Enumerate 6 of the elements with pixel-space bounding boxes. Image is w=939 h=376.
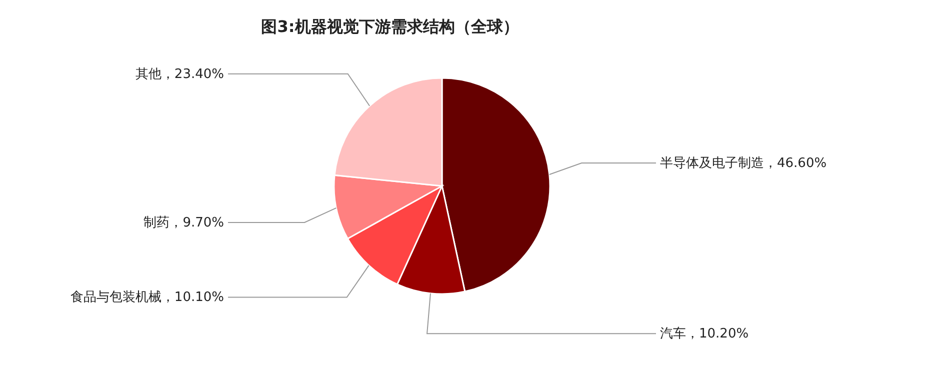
slice-label: 食品与包装机械，10.10% bbox=[70, 290, 224, 306]
chart-title: 图3:机器视觉下游需求结构（全球） bbox=[261, 17, 519, 36]
slice-label: 其他，23.40% bbox=[135, 66, 224, 82]
slice-label: 半导体及电子制造，46.60% bbox=[660, 156, 827, 172]
slice-label: 汽车，10.20% bbox=[660, 326, 749, 342]
slice-label: 制药，9.70% bbox=[144, 215, 224, 230]
